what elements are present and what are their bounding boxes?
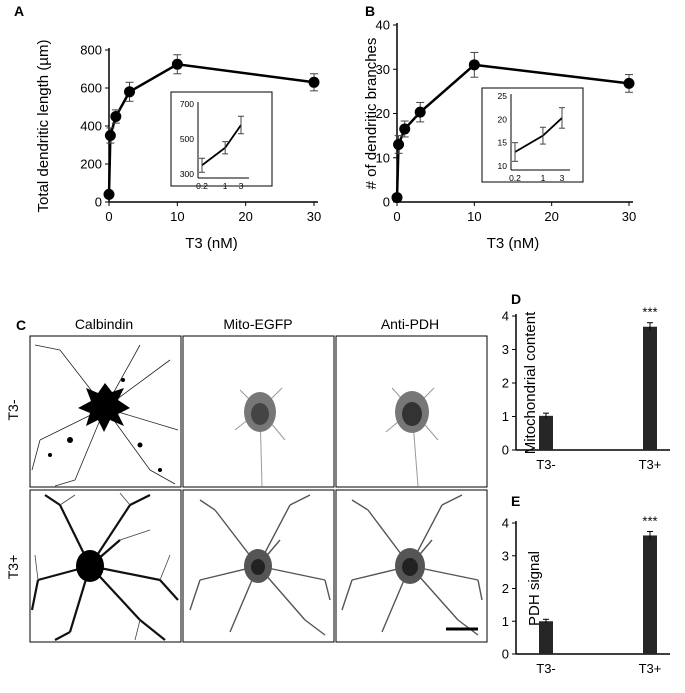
panel-letter-a: A: [14, 3, 24, 19]
y-tick-label: 40: [376, 18, 390, 33]
data-point: [391, 192, 403, 204]
y-axis-title: Total dendritic length (µm): [35, 40, 52, 213]
y-tick-label: 0: [502, 443, 509, 458]
y-tick-label: 400: [80, 119, 102, 134]
inset-x-tick-label: 3: [560, 173, 565, 183]
bar: [539, 415, 553, 450]
y-tick-label: 0: [95, 195, 102, 210]
x-tick-label: 30: [307, 209, 321, 224]
category-label: T3-: [536, 457, 556, 472]
micrograph-panel: Calbindin Mito-EGFP Anti-PDH T3- T3+: [5, 316, 488, 643]
bar: [539, 621, 553, 654]
y-tick-label: 200: [80, 157, 102, 172]
inset-frame: [170, 91, 273, 187]
x-axis-title: T3 (nM): [185, 235, 238, 252]
x-tick-label: 0: [393, 209, 400, 224]
inset-y-tick-label: 20: [498, 114, 508, 124]
series-line: [107, 62, 315, 195]
y-tick-label: 1: [502, 614, 509, 629]
x-tick-label: 30: [622, 209, 636, 224]
y-tick-label: 0: [383, 195, 390, 210]
data-point: [623, 77, 635, 89]
inset-y-tick-label: 25: [498, 91, 508, 101]
x-tick-label: 10: [170, 209, 184, 224]
inset-y-tick-label: 500: [180, 134, 194, 144]
data-point: [393, 138, 405, 150]
chart-a: 0 200 400 600 800 0 10 20 30 T3 (nM) Total dendrit…: [35, 40, 321, 252]
significance-marker: ***: [642, 514, 657, 529]
y-tick-label: 1: [502, 409, 509, 424]
category-label: T3+: [639, 457, 662, 472]
data-point: [103, 188, 115, 200]
y-tick-label: 4: [502, 309, 509, 324]
category-label: T3+: [639, 661, 662, 676]
micrograph-mito-egfp-t3-minus: [182, 335, 335, 488]
data-point: [308, 76, 320, 88]
panel-letter-b: B: [365, 3, 375, 19]
y-tick-label: 0: [502, 647, 509, 662]
data-point: [110, 111, 122, 122]
micrograph-anti-pdh-t3-minus: [335, 335, 488, 488]
chart-d: 0 1 2 3 4 Mitochondrial content T3- T3+ ***: [502, 305, 670, 472]
y-tick-label: 2: [502, 581, 509, 596]
inset-y-tick-label: 700: [180, 99, 194, 109]
chart-b: 0 10 20 30 40 0 10 20 30 T3 (nM) # of dendritic br…: [363, 18, 636, 253]
bar: [643, 326, 657, 450]
x-tick-label: 20: [238, 209, 252, 224]
data-point: [124, 86, 135, 98]
data-point: [104, 130, 116, 141]
y-tick-label: 3: [502, 548, 509, 563]
x-axis-title: T3 (nM): [487, 235, 540, 252]
inset-y-tick-label: 10: [498, 161, 508, 171]
panel-letter-d: D: [511, 291, 521, 307]
significance-marker: ***: [642, 305, 657, 320]
column-header-calbindin: Calbindin: [75, 316, 133, 332]
y-axis-title: PDH signal: [526, 551, 543, 626]
panel-letter-e: E: [511, 493, 520, 509]
x-tick-label: 20: [544, 209, 558, 224]
inset-frame: [481, 87, 584, 183]
inset-x-tick-label: 0.2: [509, 173, 521, 183]
y-tick-label: 2: [502, 376, 509, 391]
inset-x-tick-label: 3: [239, 181, 244, 191]
micrograph-calbindin-t3-minus: [29, 335, 182, 488]
category-label: T3-: [536, 661, 556, 676]
inset-y-tick-label: 15: [498, 138, 508, 148]
micrograph-anti-pdh-t3-plus: [335, 489, 488, 643]
y-tick-label: 3: [502, 342, 509, 357]
column-header-mito-egfp: Mito-EGFP: [223, 316, 292, 332]
inset-x-tick-label: 1: [541, 173, 546, 183]
inset-x-tick-label: 1: [223, 181, 228, 191]
data-point: [414, 106, 426, 118]
micrograph-mito-egfp-t3-plus: [182, 489, 335, 643]
y-tick-label: 30: [376, 62, 390, 77]
inset-x-tick-label: 0.2: [196, 181, 208, 191]
micrograph-calbindin-t3-plus: [29, 489, 182, 643]
chart-e: 0 1 2 3 4 PDH signal T3- T3+ ***: [502, 514, 670, 676]
data-point: [171, 58, 183, 70]
bar: [643, 535, 657, 654]
x-tick-label: 10: [467, 209, 481, 224]
y-tick-label: 800: [80, 43, 102, 58]
panel-letter-c: C: [16, 317, 26, 333]
data-point: [468, 59, 480, 71]
data-point: [399, 123, 411, 135]
y-axis-title: Mitochondrial content: [522, 311, 539, 454]
x-tick-label: 0: [105, 209, 112, 224]
y-tick-label: 4: [502, 516, 509, 531]
column-header-anti-pdh: Anti-PDH: [381, 316, 439, 332]
row-label-t3-plus: T3+: [5, 555, 21, 580]
row-label-t3-minus: T3-: [5, 399, 21, 420]
y-tick-label: 20: [376, 106, 390, 121]
y-tick-label: 10: [376, 150, 390, 165]
inset-y-tick-label: 300: [180, 169, 194, 179]
y-axis-title: # of dendritic branches: [363, 38, 380, 190]
y-tick-label: 600: [80, 81, 102, 96]
